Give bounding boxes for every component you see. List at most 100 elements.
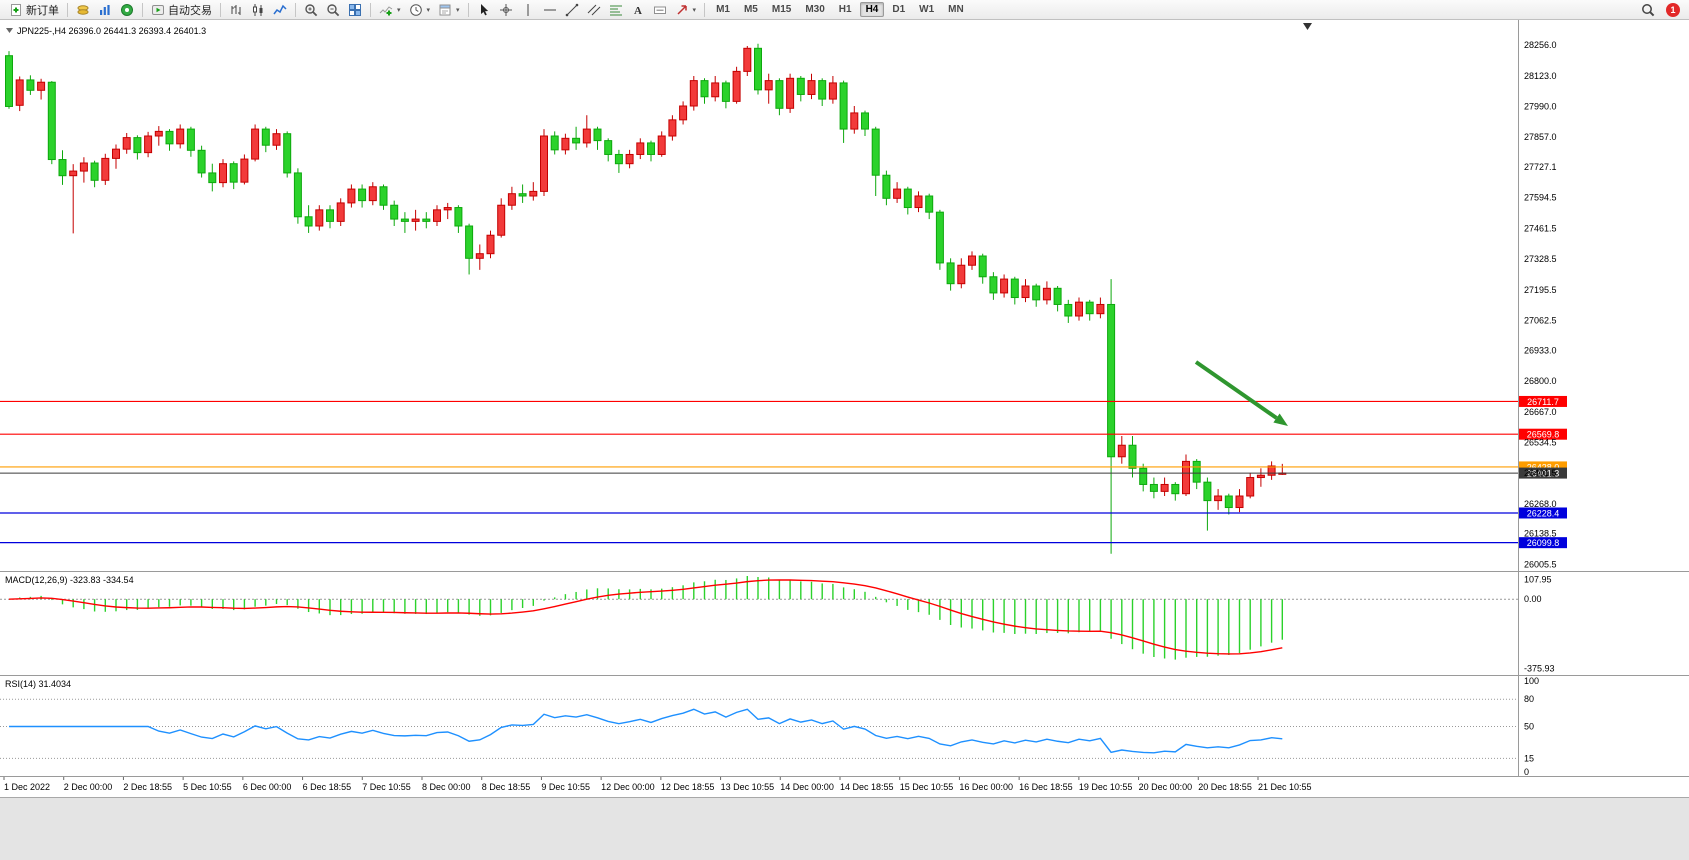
- candle-body: [743, 47, 752, 72]
- price-axis-label: 28123.0: [1524, 71, 1557, 81]
- timeframe-button-H1[interactable]: H1: [838, 4, 852, 15]
- profiles-icon: [77, 4, 89, 15]
- candle-body: [818, 80, 827, 100]
- tile-windows-button[interactable]: [344, 1, 366, 19]
- candle-body: [625, 153, 634, 165]
- rsi-axis-label: 0: [1524, 767, 1529, 777]
- candle-body: [732, 70, 741, 102]
- candle-body: [315, 209, 324, 227]
- chart-title: JPN225-,H4 26396.0 26441.3 26393.4 26401…: [17, 26, 206, 36]
- timeframe-button-H4[interactable]: H4: [859, 2, 885, 17]
- candle-body: [529, 190, 538, 197]
- search-button[interactable]: [1637, 1, 1659, 19]
- price-axis-label: 26401.5: [1524, 468, 1557, 478]
- toolbar-separator: [67, 2, 68, 17]
- macd-panel: 107.95 0.00 -375.93: [0, 574, 1555, 673]
- channel-button[interactable]: [583, 1, 605, 19]
- zoom-in-button[interactable]: [300, 1, 322, 19]
- profiles-button[interactable]: [72, 1, 94, 19]
- candle-body: [47, 81, 56, 161]
- time-axis-label: 9 Dec 10:55: [541, 782, 590, 792]
- auto-trading-button[interactable]: 自动交易: [147, 1, 216, 19]
- candle-body: [454, 207, 463, 227]
- candle-body: [935, 211, 944, 264]
- price-badge-label: 26099.8: [1527, 538, 1560, 548]
- crosshair-button[interactable]: [495, 1, 517, 19]
- community-button[interactable]: [116, 1, 138, 19]
- zoom-out-button[interactable]: [322, 1, 344, 19]
- line-chart-button[interactable]: [269, 1, 291, 19]
- rsi-axis-label: 50: [1524, 722, 1534, 732]
- candle-body: [229, 163, 238, 183]
- price-axis-label: 27461.5: [1524, 223, 1557, 233]
- templates-button[interactable]: ▾: [434, 1, 464, 19]
- candle-body: [1010, 278, 1019, 299]
- chart-window: 107.95 0.00 -375.93 100 80 50 15 0 26711.7 2656…: [0, 20, 1689, 798]
- time-axis-label: 15 Dec 10:55: [900, 782, 954, 792]
- timeframe-button-M1[interactable]: M1: [716, 4, 730, 15]
- candle-body: [379, 186, 388, 206]
- timeframe-button-W1[interactable]: W1: [919, 4, 935, 15]
- price-chart-canvas[interactable]: 107.95 0.00 -375.93 100 80 50 15 0 26711.7 2656…: [0, 20, 1689, 798]
- candle-body: [443, 207, 452, 211]
- candle-body: [1235, 495, 1244, 509]
- clock-icon: [409, 3, 422, 16]
- chart-menu-icon[interactable]: [6, 28, 13, 33]
- timeframe-button-D1[interactable]: D1: [892, 4, 906, 15]
- macd-axis-label: 0.00: [1524, 594, 1542, 604]
- price-axis-label: 26005.5: [1524, 559, 1557, 569]
- candle-body: [1107, 303, 1116, 458]
- bar-chart-button[interactable]: [225, 1, 247, 19]
- candle-body: [647, 142, 655, 155]
- fibonacci-button[interactable]: [605, 1, 627, 19]
- timeframe-button-M15[interactable]: M15: [771, 4, 792, 15]
- arrows-button[interactable]: ▾: [671, 1, 701, 19]
- rsi-axis-label: 15: [1524, 753, 1534, 763]
- price-axis-label: 26534.5: [1524, 437, 1557, 447]
- candle-body: [400, 218, 409, 222]
- candle-body: [1267, 465, 1276, 476]
- notification-badge[interactable]: 1: [1666, 2, 1680, 17]
- periods-button[interactable]: ▾: [405, 1, 435, 19]
- price-axis-label: 26268.0: [1524, 499, 1557, 509]
- candle-body: [251, 128, 260, 160]
- time-axis-label: 1 Dec 2022: [4, 782, 50, 792]
- timeframe-button-MN[interactable]: MN: [948, 4, 964, 15]
- price-axis-label: 26138.5: [1524, 529, 1557, 539]
- horizontal-line-button[interactable]: [539, 1, 561, 19]
- candle-body: [283, 133, 292, 174]
- timeframe-button-M5[interactable]: M5: [743, 4, 758, 15]
- timeframe-button-M30[interactable]: M30: [805, 4, 825, 15]
- new-order-button[interactable]: 新订单: [5, 1, 63, 19]
- time-axis[interactable]: 1 Dec 2022 2 Dec 00:00 2 Dec 18:55 5 Dec 10…: [3, 777, 1312, 792]
- candlestick-chart-icon: [253, 3, 263, 16]
- candle-body: [176, 128, 185, 145]
- candle-body: [1256, 474, 1265, 479]
- panel-frame-layer: [0, 20, 1689, 777]
- vertical-line-button[interactable]: [517, 1, 539, 19]
- trendline-button[interactable]: [561, 1, 583, 19]
- candle-body: [1128, 444, 1137, 469]
- candle-body: [79, 162, 88, 172]
- candle-body: [550, 135, 559, 151]
- candle-body: [925, 195, 934, 213]
- candle-body: [1032, 285, 1041, 301]
- candles-layer: [5, 43, 1287, 554]
- candlestick-chart-button[interactable]: [247, 1, 269, 19]
- indicators-button[interactable]: ▾: [375, 1, 405, 19]
- text-button[interactable]: A: [627, 1, 649, 19]
- candle-body: [914, 195, 923, 209]
- zoom-in-icon: [305, 3, 318, 16]
- label-button[interactable]: [649, 1, 671, 19]
- arrow-shaft: [1194, 360, 1278, 420]
- candle-body: [850, 112, 859, 130]
- arrow-annotation[interactable]: [1194, 360, 1288, 426]
- price-badge-label: 26228.4: [1527, 508, 1560, 518]
- candle-body: [219, 163, 227, 184]
- cursor-button[interactable]: [473, 1, 495, 19]
- toolbar-separator: [370, 2, 371, 17]
- candle-body: [1085, 301, 1094, 315]
- market-watch-button[interactable]: [94, 1, 116, 19]
- candle-body: [978, 255, 987, 278]
